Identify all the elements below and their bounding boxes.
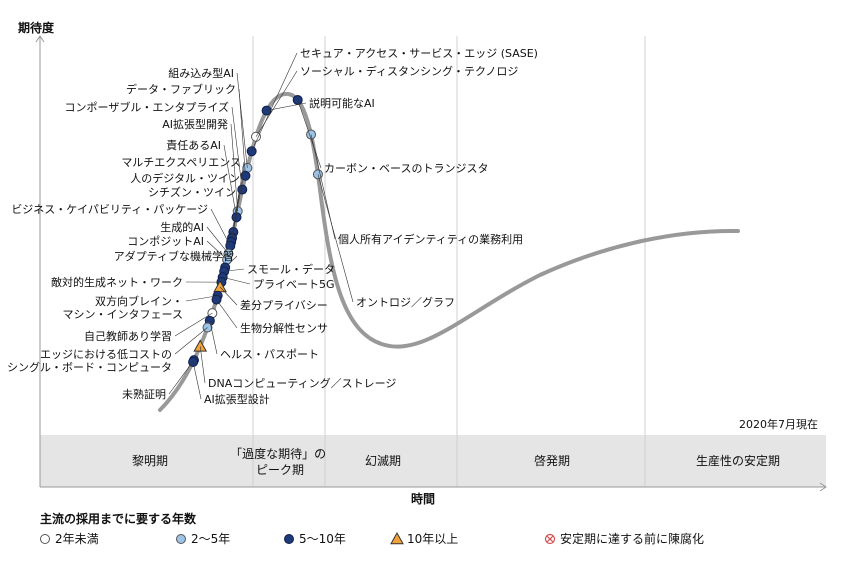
tech-label-22-line0: 双方向ブレイン・ — [95, 294, 183, 308]
tech-label-19: オントロジ／グラフ — [356, 295, 455, 309]
technology-leader-lines — [168, 52, 354, 400]
tech-label-6: AI拡張型開発 — [162, 117, 228, 131]
x-axis-title: 時間 — [411, 491, 435, 506]
legend-label-2to5: 2～5年 — [191, 532, 230, 546]
tech-label-15: コンポジットAI — [127, 235, 204, 248]
phase-dividers — [252, 36, 646, 487]
phase-label-trough: 幻滅期 — [365, 454, 401, 468]
tech-label-21: 差分プライバシー — [240, 298, 328, 312]
leader-3 — [238, 88, 246, 176]
leader-23 — [216, 299, 238, 329]
tech-label-29: AI拡張型設計 — [204, 392, 270, 406]
legend-label-5to10: 5～10年 — [299, 532, 346, 546]
leader-22 — [185, 295, 218, 302]
legend-marker-gt10 — [390, 531, 404, 545]
phase-label-plateau: 生産性の安定期 — [696, 453, 780, 468]
tech-label-14: 個人所有アイデンティティの業務利用 — [338, 232, 523, 246]
tech-label-9: マルチエクスペリエンス — [121, 156, 241, 169]
leader-26 — [174, 327, 208, 355]
as-of-note: 2020年7月現在 — [739, 417, 818, 431]
leader-18 — [222, 276, 251, 285]
tech-label-27: DNAコンピューティング／ストレージ — [208, 376, 396, 390]
legend-marker-lt2 — [40, 534, 50, 544]
tech-label-22: 双方向ブレイン・マシン・インタフェース — [63, 294, 183, 321]
leader-16 — [224, 255, 238, 268]
legend-label-obsolete: 安定期に達する前に陳腐化 — [560, 531, 704, 546]
legend-label-gt10: 10年以上 — [407, 532, 458, 546]
leader-12 — [210, 208, 231, 246]
tech-label-24: 自己教師あり学習 — [84, 329, 172, 343]
leader-25 — [209, 320, 218, 355]
tech-label-13: 生成的AI — [160, 220, 204, 234]
leader-0 — [251, 52, 298, 152]
marker-0 — [246, 146, 257, 157]
tech-label-10: 人のデジタル・ツイン — [130, 171, 240, 185]
tech-label-26-line0: エッジにおける低コストの — [40, 348, 172, 361]
legend-marker-2to5 — [176, 534, 186, 544]
phase-label-innovation-trigger: 黎明期 — [132, 454, 168, 468]
legend: 2年未満 2～5年 5～10年 10年以上 安定期に達する前に陳腐化 — [40, 531, 704, 546]
phase-label-peak: 「過度な期待」の ピーク期 — [230, 446, 330, 477]
tech-label-25: ヘルス・パスポート — [220, 348, 319, 361]
tech-label-0: セキュア・アクセス・サービス・エッジ (SASE) — [300, 47, 538, 60]
legend-marker-obsolete — [544, 533, 556, 545]
tech-label-8: カーボン・ベースのトランジスタ — [324, 162, 488, 175]
legend-marker-5to10 — [284, 534, 294, 544]
leader-8 — [297, 99, 322, 169]
leader-13 — [206, 226, 229, 254]
leader-6 — [230, 123, 239, 212]
legend-marker-obsolete-cross-b — [546, 535, 554, 543]
leader-10 — [231, 177, 244, 239]
leader-24 — [174, 312, 213, 337]
leader-28 — [168, 359, 195, 395]
hype-curve — [158, 91, 740, 412]
legend-label-lt2: 2年未満 — [55, 532, 99, 546]
leader-11 — [230, 191, 240, 242]
leader-7 — [223, 144, 237, 218]
axes — [35, 35, 827, 492]
leader-17 — [224, 268, 245, 272]
tech-label-1: ソーシャル・ディスタンシング・テクノロジ — [300, 64, 518, 78]
y-axis-arrowhead — [35, 35, 45, 43]
leader-27 — [199, 346, 206, 384]
phase-label-slope: 啓発期 — [534, 453, 570, 468]
tech-label-11: シチズン・ツイン — [148, 185, 236, 199]
tech-label-12: ビジネス・ケイパビリティ・パッケージ — [11, 203, 208, 216]
tech-label-16: アダプティブな機械学習 — [114, 249, 234, 263]
leader-4 — [231, 106, 243, 190]
tech-label-20: 敵対的生成ネット・ワーク — [51, 275, 183, 289]
tech-label-26-line1: シングル・ボード・コンピュータ — [7, 360, 172, 374]
phase-label-peak-line2: ピーク期 — [256, 463, 304, 477]
phase-band — [40, 435, 826, 487]
leader-15 — [206, 240, 228, 260]
y-axis-title: 期待度 — [18, 20, 55, 35]
tech-label-17: スモール・データ — [247, 262, 335, 276]
leader-29 — [192, 361, 202, 400]
leader-2 — [236, 72, 248, 168]
legend-title: 主流の採用までに要する年数 — [40, 511, 197, 526]
tech-label-23: 生物分解性センサ — [240, 321, 328, 335]
technology-labels: セキュア・アクセス・サービス・エッジ (SASE) ソーシャル・ディスタンシング・… — [7, 47, 538, 406]
tech-label-2: 組み込み型AI — [168, 66, 234, 80]
marker-27 — [193, 339, 208, 352]
tech-label-3: データ・ファブリック — [126, 82, 236, 96]
phase-label-peak-line1: 「過度な期待」の — [230, 446, 326, 461]
tech-label-22-line1: マシン・インタフェース — [63, 308, 183, 321]
leader-19 — [317, 174, 354, 303]
tech-label-4: コンポーザブル・エンタプライズ — [65, 100, 229, 114]
tech-label-26: エッジにおける低コストのシングル・ボード・コンピュータ — [7, 348, 172, 374]
leader-1 — [255, 70, 298, 137]
x-axis-arrowhead — [819, 482, 827, 492]
leader-21 — [219, 286, 238, 306]
tech-label-18: プライベート5G — [253, 278, 335, 291]
tech-label-7: 責任あるAI — [166, 138, 221, 152]
tech-label-5: 説明可能なAI — [309, 96, 375, 110]
tech-label-28: 未熟証明 — [122, 387, 166, 401]
